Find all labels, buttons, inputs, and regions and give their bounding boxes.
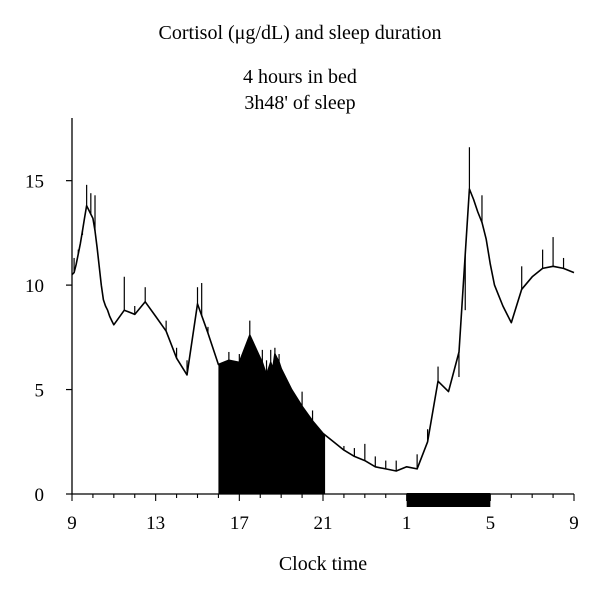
x-tick-label: 9 bbox=[569, 513, 579, 534]
chart-subtitle-line-1: 4 hours in bed bbox=[243, 66, 357, 88]
spike-group bbox=[73, 147, 565, 472]
x-tick-label: 17 bbox=[230, 513, 249, 534]
y-tick-label: 15 bbox=[25, 172, 44, 193]
x-tick-label: 5 bbox=[486, 513, 496, 534]
x-tick-label: 1 bbox=[402, 513, 412, 534]
chart-title: Cortisol (μg/dL) and sleep duration bbox=[158, 22, 442, 44]
x-axis-label: Clock time bbox=[279, 553, 367, 575]
cortisol-line-group bbox=[71, 188, 575, 472]
chart-subtitle-line-2: 3h48' of sleep bbox=[244, 92, 356, 114]
y-tick-label: 0 bbox=[35, 485, 45, 506]
x-tick-label: 13 bbox=[146, 513, 165, 534]
x-tick-label: 21 bbox=[314, 513, 333, 534]
x-tick-label: 9 bbox=[67, 513, 77, 534]
y-tick-label: 5 bbox=[35, 381, 45, 402]
sleep-shaded-region bbox=[218, 335, 326, 494]
y-tick-label: 10 bbox=[25, 276, 44, 297]
cortisol-line bbox=[71, 188, 575, 472]
sleep-area bbox=[218, 335, 326, 494]
